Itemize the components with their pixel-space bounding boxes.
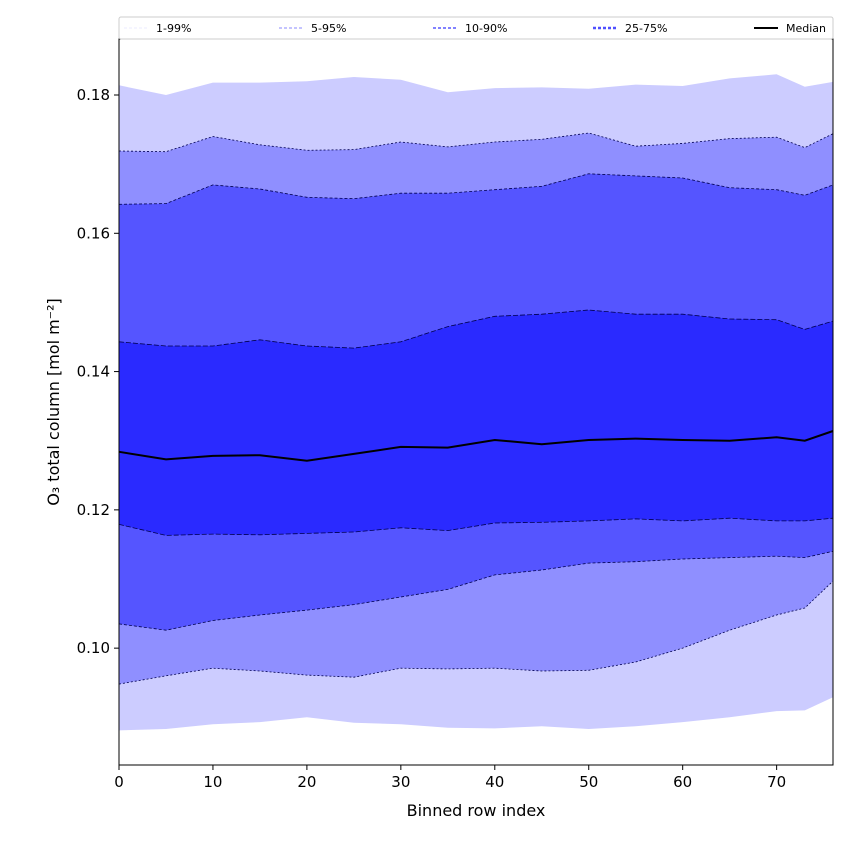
band-lower-edge — [118, 517, 834, 536]
x-tick-label: 40 — [485, 773, 504, 791]
x-tick-label: 20 — [297, 773, 316, 791]
y-axis-label: O₃ total column [mol m⁻²] — [44, 298, 63, 506]
y-tick-label: 0.12 — [77, 501, 110, 519]
x-axis-label: Binned row index — [407, 801, 546, 820]
legend: 1-99% 5-95% 10-90% 25-75% Median — [118, 16, 834, 40]
band-25-75% — [119, 310, 833, 536]
x-tick-label: 70 — [767, 773, 786, 791]
x-tick-label: 60 — [673, 773, 692, 791]
legend-label: 25-75% — [625, 22, 667, 35]
band-upper-edge — [118, 132, 834, 153]
legend-label: 5-95% — [311, 22, 346, 35]
y-axis: 0.10 0.12 0.14 0.16 0.18 — [77, 86, 119, 657]
y-tick-label: 0.16 — [77, 224, 110, 242]
x-tick-label: 0 — [114, 773, 124, 791]
legend-frame — [118, 16, 834, 40]
x-tick-label: 10 — [203, 773, 222, 791]
y-tick-label: 0.10 — [77, 639, 110, 657]
band-upper-edge — [118, 309, 834, 349]
legend-label: 1-99% — [156, 22, 191, 35]
legend-label: 10-90% — [465, 22, 507, 35]
median-line — [118, 430, 834, 462]
x-axis: 0 10 20 30 40 50 60 70 — [114, 765, 786, 791]
y-tick-label: 0.18 — [77, 86, 110, 104]
band-upper-edge — [118, 173, 834, 205]
band-lower-edge — [118, 550, 834, 631]
band-edges — [118, 132, 834, 685]
x-tick-label: 50 — [579, 773, 598, 791]
y-tick-label: 0.14 — [77, 363, 110, 381]
legend-label: Median — [786, 22, 826, 35]
x-tick-label: 30 — [391, 773, 410, 791]
bands — [119, 74, 833, 731]
